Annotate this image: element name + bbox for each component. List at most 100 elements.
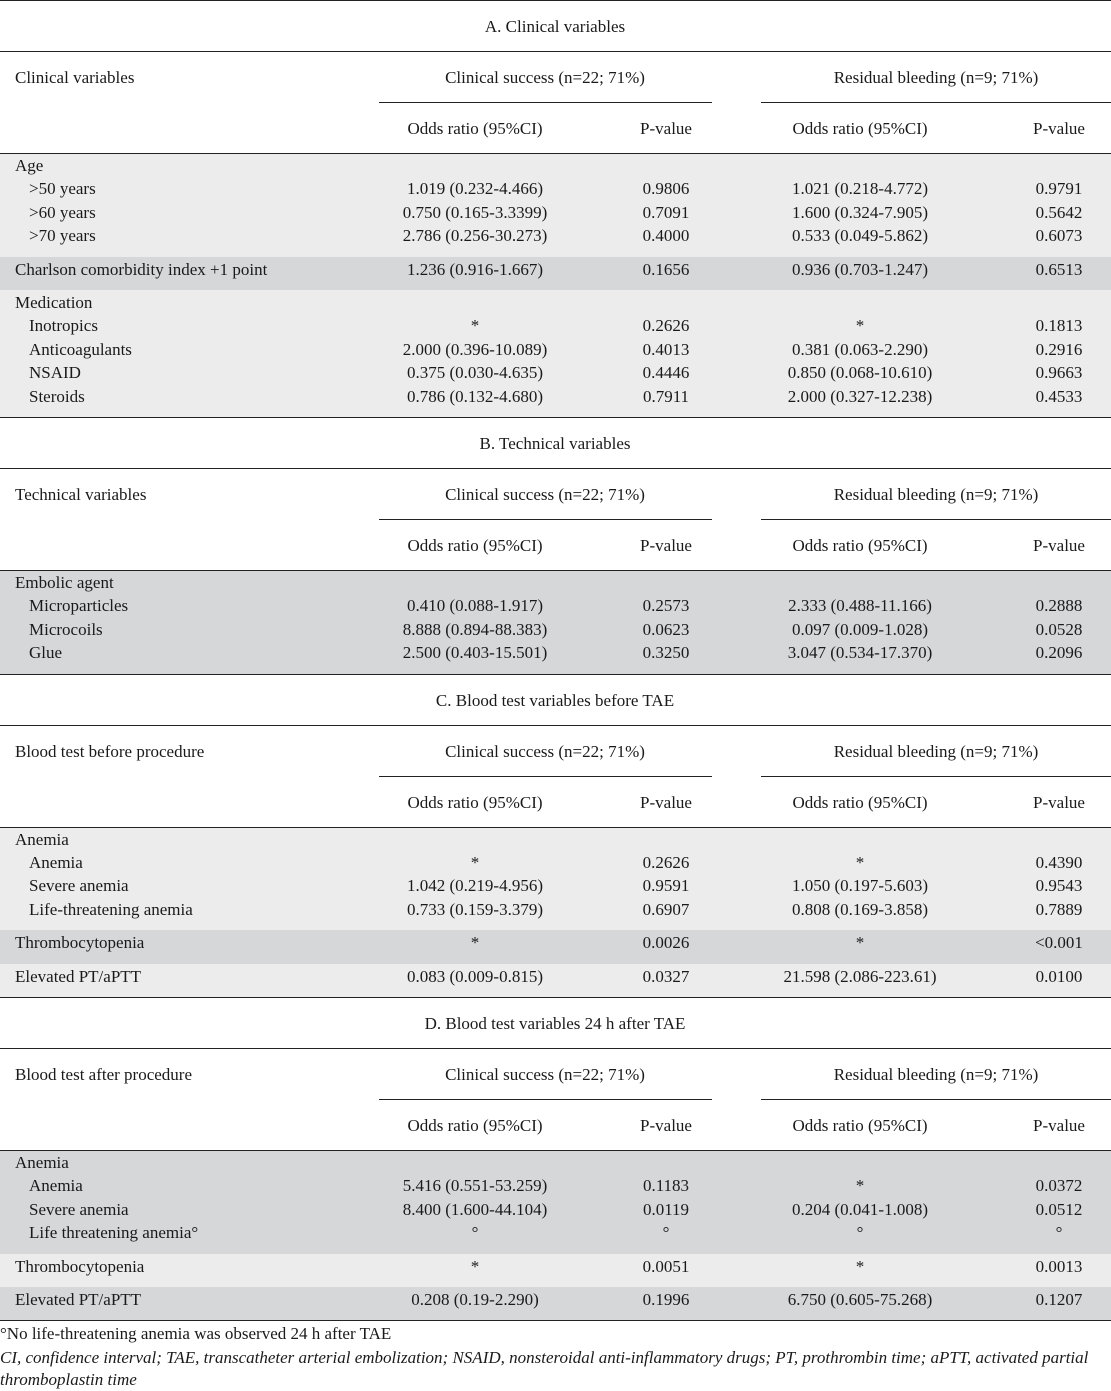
section-title: C. Blood test variables before TAE — [435, 690, 675, 710]
odds-ratio-clinical-success: 2.786 (0.256-30.273) — [402, 226, 548, 246]
footnote-note: °No life-threatening anemia was observed… — [0, 1324, 392, 1344]
rule-line — [761, 775, 1111, 777]
rule-line — [0, 1150, 1111, 1151]
row-label: Severe anemia — [29, 1199, 129, 1219]
row-group-band — [0, 570, 1111, 674]
p-value-residual-bleeding: 0.6073 — [1035, 226, 1083, 246]
odds-ratio-residual-bleeding: 2.333 (0.488-11.166) — [788, 596, 932, 616]
section-title: B. Technical variables — [479, 434, 631, 453]
p-value-clinical-success: 0.2573 — [642, 596, 690, 616]
odds-ratio-clinical-success: 0.786 (0.132-4.680) — [407, 386, 543, 406]
odds-ratio-residual-bleeding: 6.750 (0.605-75.268) — [787, 1290, 933, 1309]
row-label: Life-threatening anemia — [29, 899, 193, 919]
p-value-clinical-success: 0.7091 — [642, 202, 690, 222]
rule-line — [0, 997, 1111, 998]
p-value-clinical-success: 0.2626 — [642, 853, 690, 872]
subheader-odds-ratio: Odds ratio (95%CI) — [407, 1116, 543, 1135]
group-label: Thrombocytopenia — [15, 1256, 145, 1276]
subheader-odds-ratio: Odds ratio (95%CI) — [407, 119, 543, 138]
subheader-odds-ratio: Odds ratio (95%CI) — [792, 792, 928, 812]
rule-line — [0, 724, 1111, 726]
odds-ratio-residual-bleeding: 0.097 (0.009-1.028) — [792, 619, 928, 639]
rule-line — [379, 519, 712, 520]
odds-ratio-clinical-success: 0.208 (0.19-2.290) — [411, 1290, 539, 1309]
p-value-clinical-success: 0.9591 — [642, 876, 690, 896]
odds-ratio-residual-bleeding: 0.533 (0.049-5.862) — [792, 226, 928, 246]
row-group-band — [0, 290, 1111, 417]
row-header: Blood test before procedure — [15, 741, 205, 761]
p-value-residual-bleeding: 0.0013 — [1035, 1256, 1083, 1276]
p-value-clinical-success: 0.2626 — [642, 316, 690, 336]
row-label: >70 years — [29, 226, 96, 246]
group-header-clinical-success: Clinical success (n=22; 71%) — [445, 485, 645, 504]
rule-line — [0, 468, 1111, 469]
odds-ratio-residual-bleeding: 0.381 (0.063-2.290) — [792, 339, 928, 359]
rule-line — [0, 51, 1111, 52]
p-value-residual-bleeding: 0.9543 — [1035, 876, 1083, 896]
p-value-clinical-success: 0.4446 — [642, 363, 690, 383]
subheader-p-value: P-value — [640, 536, 692, 555]
p-value-residual-bleeding: 0.4390 — [1035, 853, 1083, 872]
p-value-clinical-success: 0.1183 — [642, 1176, 690, 1196]
group-header-residual-bleeding: Residual bleeding (n=9; 71%) — [833, 485, 1039, 504]
p-value-residual-bleeding: 0.9791 — [1035, 179, 1083, 199]
row-label: Anemia — [29, 853, 83, 872]
p-value-clinical-success: 0.1656 — [642, 259, 690, 279]
p-value-residual-bleeding: 0.9663 — [1035, 363, 1083, 383]
footnote-abbreviations: CI, confidence interval; TAE, transcathe… — [0, 1348, 1089, 1390]
p-value-clinical-success: 0.9806 — [642, 179, 690, 199]
p-value-clinical-success: 0.0623 — [642, 619, 690, 639]
odds-ratio-clinical-success: * — [470, 933, 480, 953]
p-value-residual-bleeding: 0.1813 — [1035, 316, 1083, 336]
p-value-residual-bleeding: 0.0512 — [1035, 1199, 1083, 1219]
rule-line — [0, 417, 1111, 418]
rule-line — [0, 826, 1111, 828]
group-label: Embolic agent — [15, 573, 114, 592]
p-value-clinical-success: 0.1996 — [642, 1290, 690, 1309]
rule-line — [0, 570, 1111, 571]
p-value-residual-bleeding: 0.7889 — [1035, 899, 1083, 919]
odds-ratio-residual-bleeding: 0.204 (0.041-1.008) — [792, 1199, 928, 1219]
subheader-odds-ratio: Odds ratio (95%CI) — [792, 119, 928, 138]
subheader-p-value: P-value — [640, 792, 692, 812]
row-label: >60 years — [29, 202, 96, 222]
row-group-band — [0, 930, 1111, 964]
p-value-clinical-success: 0.7911 — [642, 386, 690, 406]
odds-ratio-clinical-success: * — [470, 316, 480, 336]
odds-ratio-clinical-success: 5.416 (0.551-53.259) — [402, 1176, 548, 1196]
subheader-p-value: P-value — [640, 1116, 692, 1135]
group-header-clinical-success: Clinical success (n=22; 71%) — [445, 68, 645, 87]
odds-ratio-residual-bleeding: 0.808 (0.169-3.858) — [792, 899, 928, 919]
subheader-p-value: P-value — [640, 119, 692, 138]
p-value-residual-bleeding: 0.0100 — [1035, 966, 1083, 986]
row-label: Steroids — [29, 386, 85, 406]
row-label: NSAID — [29, 363, 81, 383]
row-header: Clinical variables — [15, 68, 135, 87]
row-group-band — [0, 1253, 1111, 1287]
row-label: Severe anemia — [29, 876, 129, 896]
p-value-clinical-success: 0.6907 — [642, 899, 690, 919]
p-value-residual-bleeding: 0.2888 — [1035, 596, 1083, 616]
group-header-residual-bleeding: Residual bleeding (n=9; 71%) — [833, 741, 1039, 761]
group-header-residual-bleeding: Residual bleeding (n=9; 71%) — [833, 1065, 1039, 1084]
rule-line — [379, 102, 712, 103]
odds-ratio-clinical-success: * — [470, 1256, 480, 1276]
rule-line — [0, 1320, 1111, 1322]
subheader-odds-ratio: Odds ratio (95%CI) — [407, 536, 543, 555]
p-value-clinical-success: 0.0051 — [642, 1256, 690, 1276]
p-value-residual-bleeding: ° — [1055, 1223, 1063, 1243]
rule-line — [761, 519, 1111, 520]
odds-ratio-residual-bleeding: 1.600 (0.324-7.905) — [792, 202, 928, 222]
rule-line — [0, 673, 1111, 675]
p-value-clinical-success: 0.0327 — [642, 966, 690, 986]
odds-ratio-residual-bleeding: * — [855, 1256, 865, 1276]
rule-line — [0, 1048, 1111, 1049]
p-value-residual-bleeding: 0.1207 — [1035, 1290, 1083, 1309]
subheader-odds-ratio: Odds ratio (95%CI) — [792, 1116, 928, 1135]
odds-ratio-residual-bleeding: * — [855, 1176, 865, 1196]
odds-ratio-clinical-success: 2.500 (0.403-15.501) — [402, 643, 548, 663]
subheader-odds-ratio: Odds ratio (95%CI) — [792, 536, 928, 555]
row-group-band — [0, 963, 1111, 997]
row-label: Anticoagulants — [29, 339, 132, 359]
odds-ratio-clinical-success: 0.750 (0.165-3.3399) — [402, 202, 548, 222]
